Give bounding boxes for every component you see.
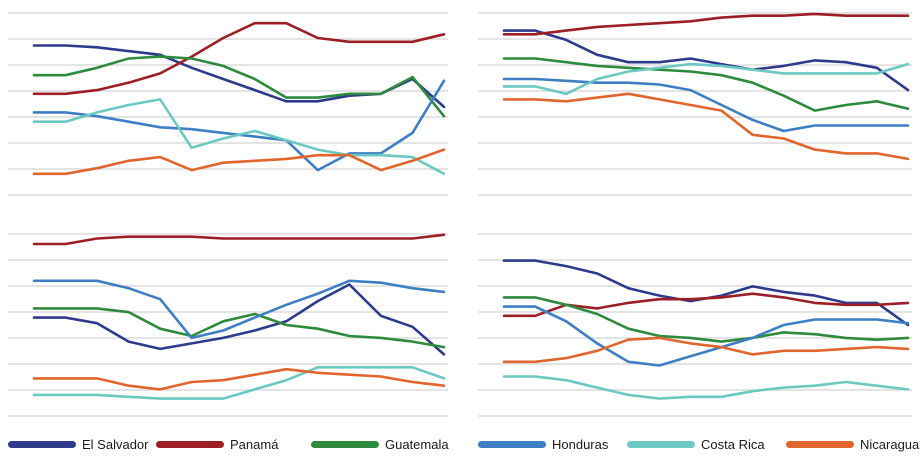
series-line-nicaragua <box>502 92 910 161</box>
chart-area <box>8 12 912 417</box>
series-line-honduras <box>502 305 910 367</box>
legend-swatch <box>786 440 854 448</box>
panel-bottom-right <box>478 233 912 417</box>
series-line-panam- <box>502 12 910 36</box>
panel-top-left <box>8 12 448 196</box>
series-line-guatemala <box>502 57 910 112</box>
legend-item-guatemala: Guatemala <box>311 432 449 456</box>
legend-item-honduras: Honduras <box>478 432 608 456</box>
legend-label: Nicaragua <box>860 436 920 452</box>
legend-item-panama: Panamá <box>156 432 278 456</box>
panel-bottom-left <box>8 233 448 417</box>
series-line-costa-rica <box>502 375 910 400</box>
legend-label: Panamá <box>230 436 279 452</box>
series-line-panam- <box>32 21 446 96</box>
series-line-nicaragua <box>32 367 446 391</box>
legend-swatch <box>156 440 224 448</box>
legend-label: Costa Rica <box>701 436 765 452</box>
legend-label: El Salvador <box>82 436 149 452</box>
series-line-costa-rica <box>502 62 910 96</box>
series-line-el-salvador <box>32 44 446 109</box>
series-line-guatemala <box>32 55 446 118</box>
legend-item-nicaragua: Nicaragua <box>786 432 919 456</box>
series-line-nicaragua <box>32 148 446 176</box>
series-line-honduras <box>32 279 446 340</box>
series-line-el-salvador <box>502 29 910 92</box>
series-line-panam- <box>32 233 446 246</box>
legend-label: Honduras <box>552 436 609 452</box>
legend-swatch <box>478 440 546 448</box>
legend-swatch <box>8 440 76 448</box>
series-line-el-salvador <box>32 283 446 356</box>
panel-top-right <box>478 12 912 196</box>
series-line-nicaragua <box>502 336 910 364</box>
series-line-costa-rica <box>32 98 446 176</box>
legend-item-el-salvador: El Salvador <box>8 432 148 456</box>
series-line-honduras <box>502 77 910 133</box>
series-line-el-salvador <box>502 259 910 327</box>
legend: El Salvador Panamá Guatemala Honduras Co… <box>0 432 920 456</box>
series-line-costa-rica <box>32 365 446 400</box>
legend-item-costa-rica: Costa Rica <box>627 432 765 456</box>
legend-label: Guatemala <box>385 436 449 452</box>
series-line-guatemala <box>32 307 446 349</box>
legend-swatch <box>311 440 379 448</box>
legend-swatch <box>627 440 695 448</box>
series-line-guatemala <box>502 296 910 343</box>
